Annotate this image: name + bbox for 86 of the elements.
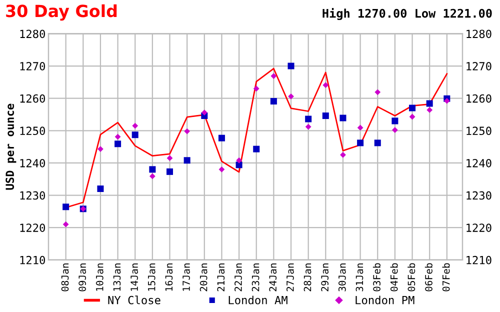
point	[132, 132, 138, 138]
x-tick-label: 04Feb	[390, 263, 398, 292]
x-tick-label: 08Jan	[61, 264, 69, 292]
point	[426, 100, 433, 107]
point	[392, 127, 398, 133]
point	[305, 124, 312, 130]
y2-tick-label: 1250	[466, 126, 492, 136]
x-tick-label: 23Jan	[252, 264, 260, 292]
y-tick-label: 1250	[20, 126, 45, 136]
x-tick-label: 15Jan	[148, 264, 156, 291]
y2-tick-label: 1260	[466, 94, 492, 103]
point	[305, 116, 312, 122]
y2-tick-label: 1280	[466, 30, 492, 38]
point	[166, 168, 174, 175]
x-tick-label: 10Jan	[96, 264, 104, 291]
x-tick-label: 06Feb	[424, 263, 432, 292]
y-axis-title: USD per ounce	[6, 104, 16, 190]
point	[236, 157, 242, 164]
x-tick-label: 31Jan	[356, 264, 364, 292]
y2-tick-label: 1230	[466, 191, 492, 200]
point	[236, 162, 242, 168]
point	[149, 173, 156, 180]
x-tick-label: 03Feb	[372, 263, 380, 292]
x-tick-label: 05Feb	[408, 263, 416, 292]
point	[357, 140, 364, 146]
point	[270, 98, 277, 104]
point	[444, 98, 450, 104]
legend-label: London AM	[228, 296, 288, 304]
point	[98, 146, 104, 152]
x-tick-label: 29Jan	[321, 264, 328, 292]
y-tick-label: 1280	[20, 30, 45, 38]
point	[288, 62, 294, 70]
point	[322, 82, 329, 88]
point	[253, 146, 260, 152]
point	[132, 122, 138, 129]
y-tick-label: 1260	[20, 94, 45, 103]
point	[184, 157, 190, 164]
point	[253, 86, 260, 92]
x-tick-label: 07Feb	[442, 263, 450, 292]
point	[149, 166, 156, 173]
x-tick-label: 09Jan	[78, 264, 86, 292]
x-tick-label: 21Jan	[217, 264, 225, 292]
point	[340, 114, 346, 122]
point	[340, 152, 346, 158]
point	[166, 155, 173, 162]
y-tick-label: 1270	[20, 62, 45, 70]
y2-tick-label: 1270	[466, 62, 492, 70]
point	[201, 110, 208, 116]
point	[357, 124, 364, 131]
point	[409, 104, 416, 112]
x-tick-label: 27Jan	[286, 264, 294, 292]
point	[62, 204, 70, 210]
x-tick-label: 13Jan	[113, 264, 121, 291]
point	[270, 73, 277, 79]
y2-tick-label: 1240	[466, 158, 492, 168]
point	[97, 186, 104, 192]
point	[374, 89, 381, 96]
point	[114, 134, 121, 140]
y-tick-label: 1230	[20, 191, 45, 200]
point	[288, 93, 294, 100]
y-tick-label: 1220	[20, 224, 45, 232]
point	[184, 128, 190, 134]
point	[426, 107, 433, 113]
point	[218, 166, 225, 172]
y2-tick-label: 1220	[466, 224, 492, 232]
point	[62, 221, 69, 228]
point	[114, 140, 122, 148]
x-tick-label: 14Jan	[130, 264, 138, 291]
x-tick-label: 17Jan	[182, 264, 190, 291]
legend-label: NY Close	[108, 296, 160, 304]
point	[218, 134, 225, 142]
y2-tick-label: 1210	[466, 256, 492, 264]
legend-label: London PM	[356, 296, 414, 304]
point	[392, 118, 398, 124]
y-tick-label: 1240	[20, 158, 45, 168]
x-tick-label: 30Jan	[338, 264, 346, 292]
x-tick-label: 28Jan	[304, 264, 312, 292]
point	[374, 140, 381, 146]
y-tick-label: 1210	[20, 256, 45, 264]
x-tick-label: 24Jan	[269, 264, 277, 292]
x-tick-label: 20Jan	[200, 264, 208, 292]
chart-subtitle: High 1270.00 Low 1221.00	[322, 8, 492, 20]
chart-title: 30 Day Gold	[6, 4, 117, 21]
point	[322, 112, 329, 120]
x-tick-label: 16Jan	[165, 264, 173, 291]
x-tick-label: 22Jan	[234, 264, 242, 292]
